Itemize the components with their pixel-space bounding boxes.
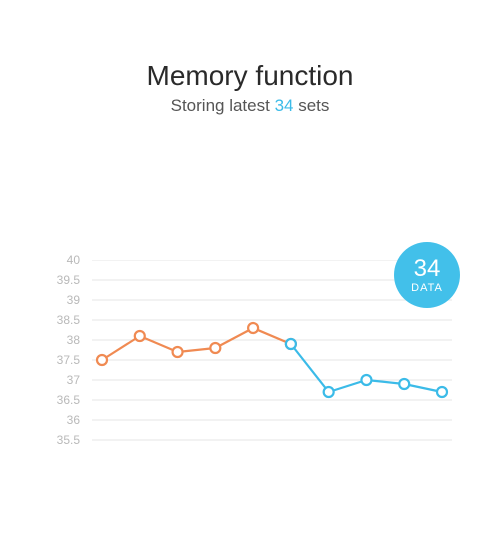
y-tick-label: 37 bbox=[67, 373, 80, 387]
title: Memory function bbox=[0, 60, 500, 92]
subtitle-highlight: 34 bbox=[275, 96, 294, 115]
subtitle: Storing latest 34 sets bbox=[0, 96, 500, 116]
badge-number: 34 bbox=[414, 257, 441, 281]
data-count-badge: 34 DATA bbox=[394, 242, 460, 308]
subtitle-post: sets bbox=[293, 96, 329, 115]
figure-container: Memory function Storing latest 34 sets 4… bbox=[0, 60, 500, 560]
y-tick-label: 39.5 bbox=[57, 273, 80, 287]
y-tick-label: 38.5 bbox=[57, 313, 80, 327]
y-tick-label: 36.5 bbox=[57, 393, 80, 407]
y-tick-label: 38 bbox=[67, 333, 80, 347]
y-tick-label: 36 bbox=[67, 413, 80, 427]
subtitle-pre: Storing latest bbox=[171, 96, 275, 115]
y-tick-label: 37.5 bbox=[57, 353, 80, 367]
chart: 4039.53938.53837.53736.53635.5 34 DATA bbox=[40, 260, 460, 460]
plot-area: 34 DATA bbox=[92, 260, 452, 460]
badge-label: DATA bbox=[411, 283, 443, 294]
y-axis-labels: 4039.53938.53837.53736.53635.5 bbox=[40, 260, 86, 460]
y-tick-label: 39 bbox=[67, 293, 80, 307]
y-tick-label: 35.5 bbox=[57, 433, 80, 447]
y-tick-label: 40 bbox=[67, 253, 80, 267]
